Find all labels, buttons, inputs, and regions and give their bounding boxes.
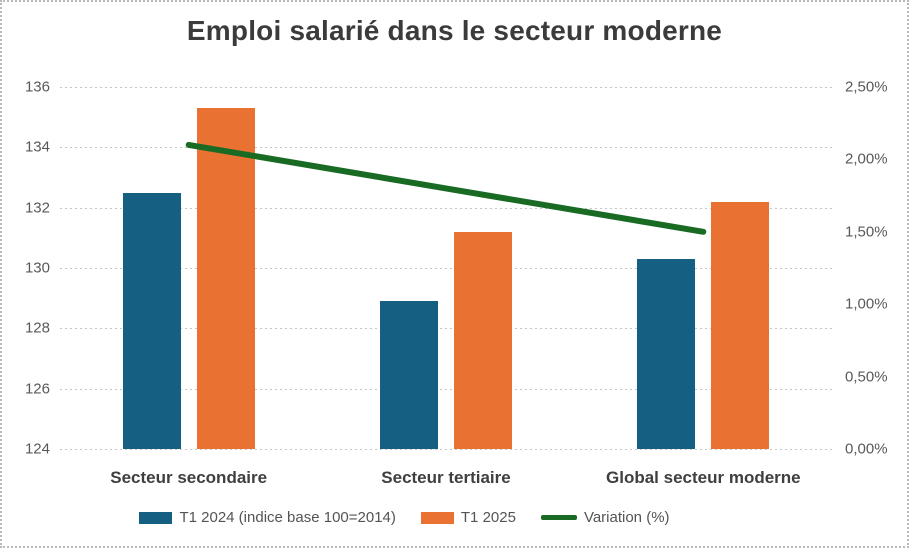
left-axis-tick: 132 bbox=[24, 199, 50, 217]
category-label: Secteur tertiaire bbox=[381, 468, 511, 487]
left-axis-tick: 128 bbox=[24, 319, 50, 337]
left-axis-tick: 136 bbox=[24, 78, 50, 96]
bar-series-2 bbox=[711, 201, 770, 449]
legend-color-swatch bbox=[420, 511, 454, 524]
gridline bbox=[60, 87, 832, 88]
legend-item: T1 2024 (indice base 100=2014) bbox=[139, 509, 396, 526]
legend-label: Variation (%) bbox=[583, 509, 670, 526]
gridline bbox=[60, 449, 832, 450]
bar-series-1 bbox=[122, 192, 181, 449]
legend-label: T1 2025 bbox=[460, 509, 516, 526]
legend-line-swatch bbox=[540, 515, 577, 520]
left-axis-tick: 124 bbox=[24, 440, 50, 458]
right-axis-tick: 2,00% bbox=[845, 150, 888, 168]
bar-series-1 bbox=[380, 301, 438, 449]
left-axis-tick: 126 bbox=[24, 380, 50, 398]
legend: T1 2024 (indice base 100=2014) T1 2025 Var… bbox=[2, 509, 907, 526]
legend-color-swatch bbox=[139, 511, 173, 524]
gridline bbox=[60, 388, 832, 390]
category-label: Global secteur moderne bbox=[606, 468, 801, 487]
right-axis-tick: 0,00% bbox=[845, 440, 888, 458]
legend-label: T1 2024 (indice base 100=2014) bbox=[179, 509, 396, 526]
right-axis-tick: 1,00% bbox=[845, 295, 888, 313]
left-axis-tick: 134 bbox=[24, 138, 50, 156]
right-axis-tick: 1,50% bbox=[845, 223, 888, 241]
right-axis-tick: 0,50% bbox=[845, 368, 888, 386]
right-axis-tick: 2,50% bbox=[845, 78, 888, 96]
category-label: Secteur secondaire bbox=[110, 468, 268, 487]
legend-item: T1 2025 bbox=[420, 509, 516, 526]
chart-title: Emploi salarié dans le secteur moderne bbox=[186, 15, 723, 46]
gridline bbox=[60, 328, 832, 330]
variation-line bbox=[185, 141, 707, 235]
legend-item: Variation (%) bbox=[540, 509, 670, 526]
bar-series-1 bbox=[637, 258, 696, 449]
gridline bbox=[60, 147, 832, 149]
bar-series-2 bbox=[196, 108, 255, 449]
left-axis-tick: 130 bbox=[24, 259, 50, 277]
bar-series-2 bbox=[454, 231, 512, 449]
gridline bbox=[60, 268, 832, 269]
